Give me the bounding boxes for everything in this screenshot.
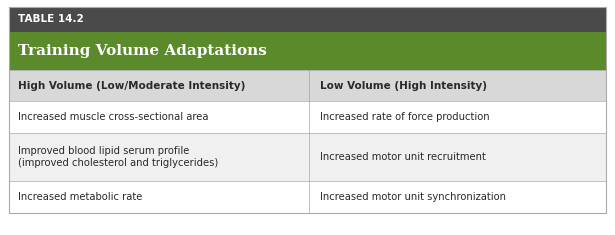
FancyBboxPatch shape <box>9 133 606 181</box>
FancyBboxPatch shape <box>9 181 606 213</box>
Text: Increased motor unit synchronization: Increased motor unit synchronization <box>320 192 506 202</box>
FancyBboxPatch shape <box>9 7 606 31</box>
Text: Improved blood lipid serum profile
(improved cholesterol and triglycerides): Improved blood lipid serum profile (impr… <box>18 146 218 168</box>
FancyBboxPatch shape <box>9 101 606 133</box>
FancyBboxPatch shape <box>9 70 606 101</box>
Text: Training Volume Adaptations: Training Volume Adaptations <box>18 44 267 58</box>
Text: High Volume (Low/Moderate Intensity): High Volume (Low/Moderate Intensity) <box>18 81 245 90</box>
Text: Low Volume (High Intensity): Low Volume (High Intensity) <box>320 81 486 90</box>
Text: Increased motor unit recruitment: Increased motor unit recruitment <box>320 152 486 162</box>
Text: TABLE 14.2: TABLE 14.2 <box>18 14 84 24</box>
Text: Increased metabolic rate: Increased metabolic rate <box>18 192 142 202</box>
Text: Increased rate of force production: Increased rate of force production <box>320 112 490 122</box>
FancyBboxPatch shape <box>9 31 606 70</box>
Text: Increased muscle cross-sectional area: Increased muscle cross-sectional area <box>18 112 208 122</box>
